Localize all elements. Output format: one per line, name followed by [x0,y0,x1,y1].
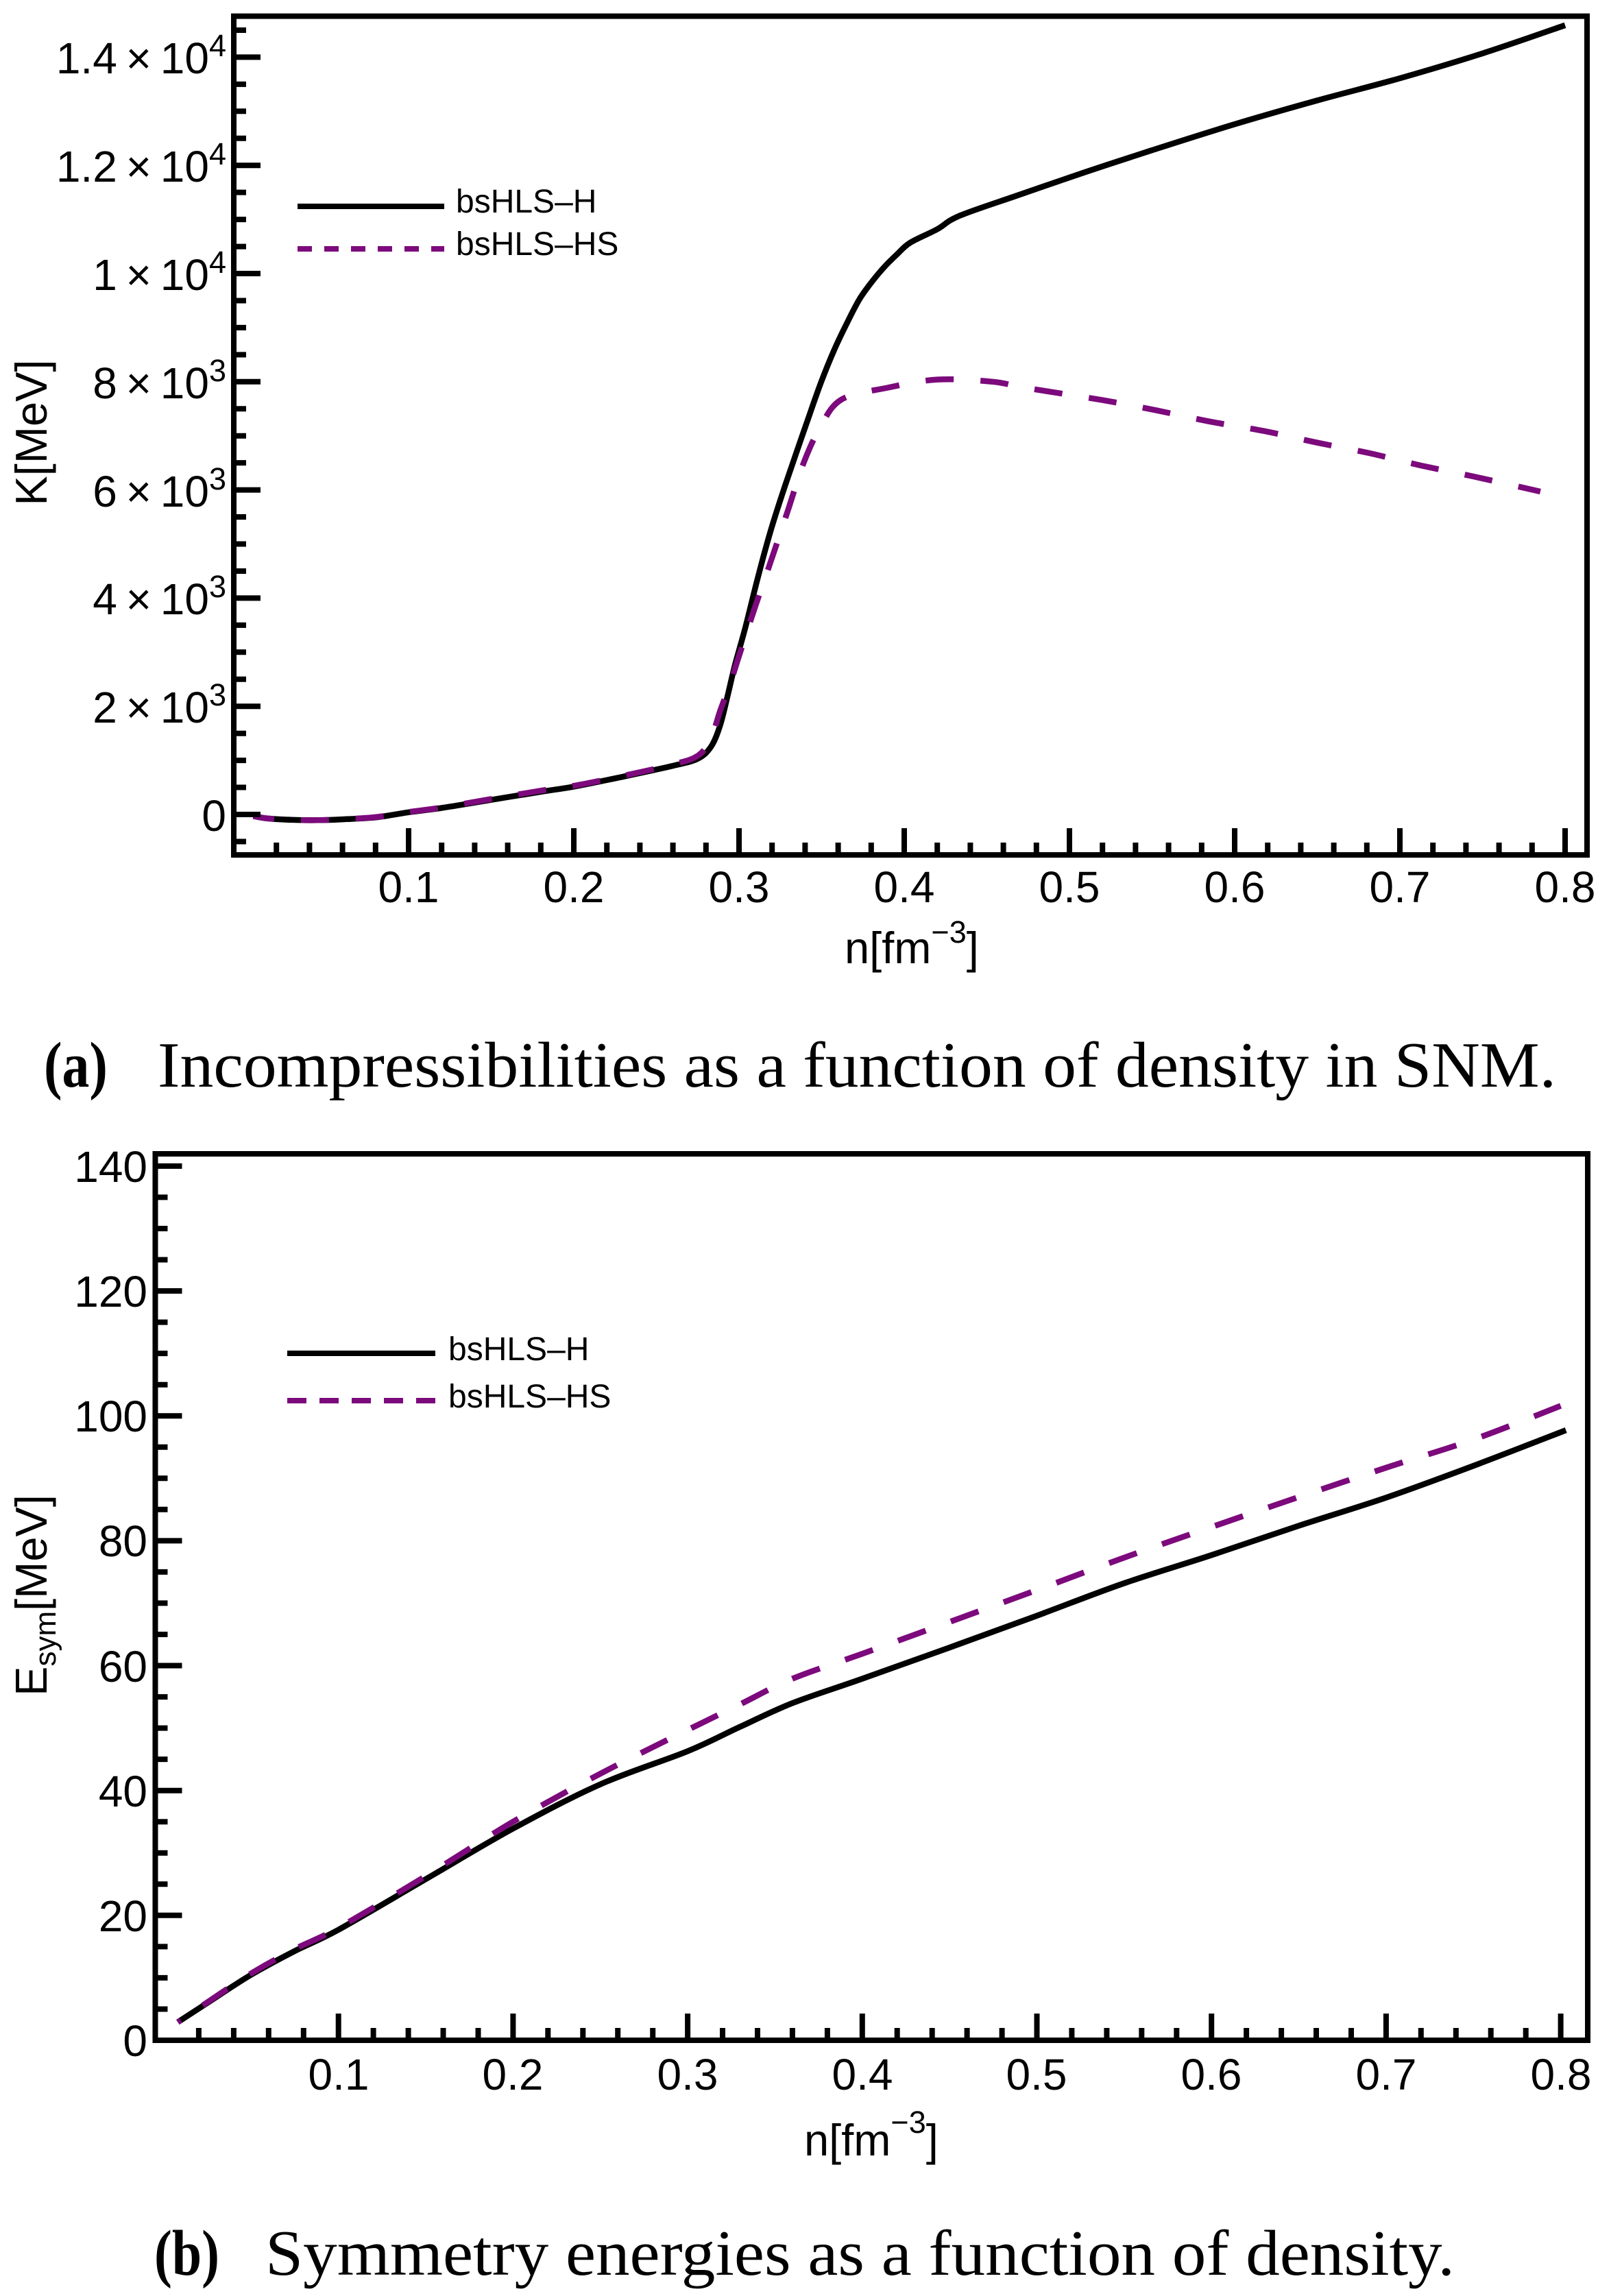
svg-text:4 × 103: 4 × 103 [93,569,226,624]
svg-text:40: 40 [99,1767,147,1816]
svg-text:60: 60 [99,1642,147,1691]
svg-text:0.7: 0.7 [1356,2050,1417,2099]
svg-text:0.3: 0.3 [709,862,770,912]
svg-text:Symmetry energies as a functio: Symmetry energies as a function of densi… [265,2218,1455,2289]
svg-text:20: 20 [99,1892,147,1941]
svg-text:80: 80 [99,1516,147,1566]
svg-text:(a): (a) [44,1030,108,1101]
svg-text:n[fm−3]: n[fm−3] [804,2105,939,2165]
svg-text:bsHLS–HS: bsHLS–HS [448,1379,611,1415]
svg-text:bsHLS–H: bsHLS–H [448,1331,589,1368]
svg-text:(b): (b) [154,2218,219,2289]
svg-text:0.1: 0.1 [378,862,439,912]
svg-text:K[MeV]: K[MeV] [6,359,56,505]
svg-text:bsHLS–H: bsHLS–H [456,184,596,220]
svg-text:8 × 103: 8 × 103 [93,353,226,408]
svg-text:100: 100 [74,1392,147,1441]
svg-text:0.1: 0.1 [308,2050,370,2099]
svg-text:2 × 103: 2 × 103 [93,677,226,732]
svg-text:0.5: 0.5 [1039,862,1100,912]
svg-text:1 × 104: 1 × 104 [93,245,226,300]
svg-text:Incompressibilities as a funct: Incompressibilities as a function of den… [158,1030,1556,1101]
svg-text:0.6: 0.6 [1204,862,1266,912]
svg-text:0.6: 0.6 [1181,2050,1242,2099]
svg-text:0: 0 [123,2016,147,2066]
svg-text:bsHLS–HS: bsHLS–HS [456,226,618,263]
svg-text:0.7: 0.7 [1370,862,1431,912]
svg-text:0.5: 0.5 [1006,2050,1067,2099]
svg-text:Esym[MeV]: Esym[MeV] [6,1495,62,1696]
svg-text:140: 140 [74,1142,147,1192]
svg-text:0.2: 0.2 [483,2050,544,2099]
svg-text:0.2: 0.2 [544,862,605,912]
svg-text:0.3: 0.3 [657,2050,718,2099]
svg-text:1.2 × 104: 1.2 × 104 [56,136,226,191]
svg-text:120: 120 [74,1267,147,1316]
svg-text:0.8: 0.8 [1535,862,1596,912]
svg-text:6 × 103: 6 × 103 [93,461,226,516]
svg-text:0: 0 [202,791,226,841]
svg-text:0.4: 0.4 [832,2050,893,2099]
svg-text:0.4: 0.4 [874,862,935,912]
svg-text:0.8: 0.8 [1531,2050,1592,2099]
svg-text:1.4 × 104: 1.4 × 104 [56,28,226,83]
